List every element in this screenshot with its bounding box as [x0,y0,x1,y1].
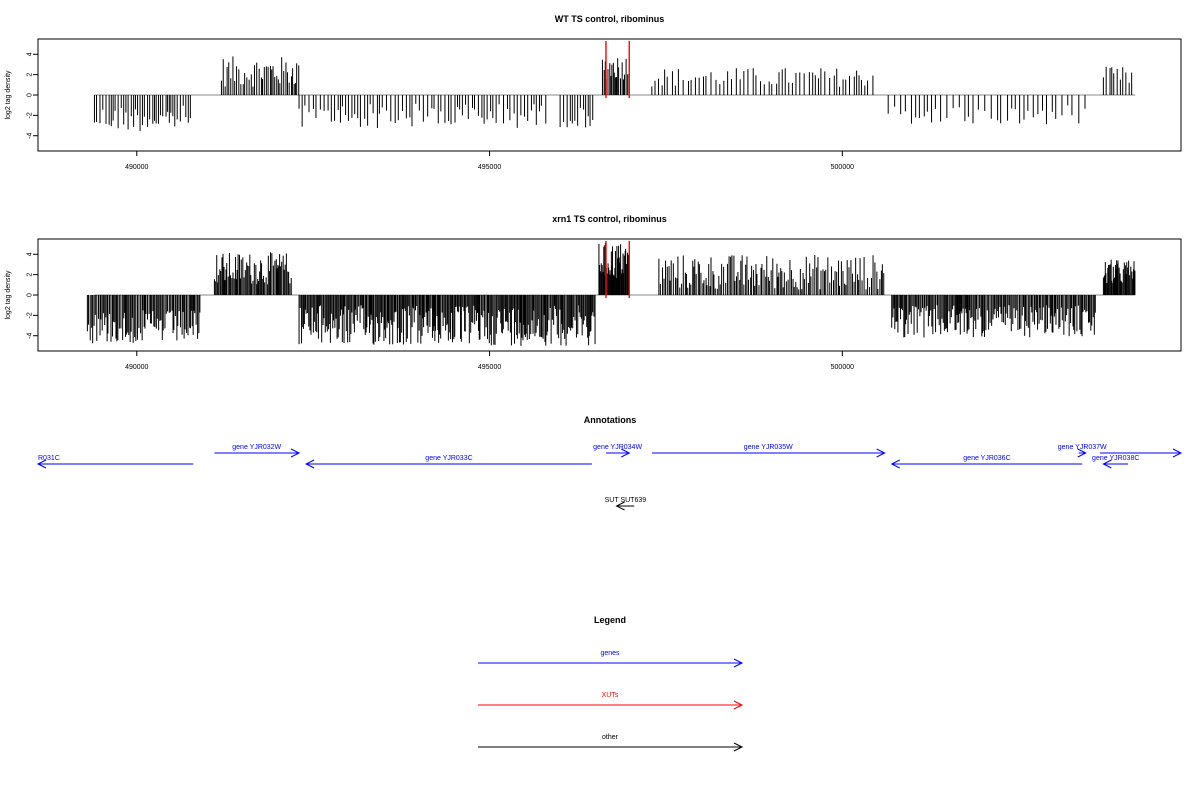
annotation-label: gene YJR036C [963,455,1010,462]
annotation-label: gene YJR033C [425,455,472,462]
annotation-arrow-head [615,501,625,511]
x-tick-label: 490000 [125,164,148,171]
legend-panel: Legend genes XUTs other [478,615,744,752]
y-tick-label: 4 [27,52,34,56]
y-tick-label: 2 [27,73,34,77]
legend-label: other [602,734,619,741]
annotation-arrow-head [304,459,315,469]
annotation-arrow-head [1077,448,1087,458]
x-tick-label: 495000 [478,164,501,171]
xrn1-panel: xrn1 TS control, ribominus log2 tag densi… [5,214,1182,371]
y-tick-label: 4 [27,252,34,256]
x-tick-label: 490000 [125,364,148,371]
annotation-label: R031C [38,455,60,462]
annotations-panel: Annotations R031C gene YJR032W gene YJR033C… [36,415,1183,511]
chart-title: WT TS control, ribominus [555,14,665,24]
wt-panel: WT TS control, ribominus log2 tag density… [5,14,1182,171]
annotation-arrow-head [890,459,900,469]
legend-label: XUTs [602,692,619,699]
y-tick-label: -4 [27,333,34,339]
annotation-label: gene YJR032W [232,444,281,451]
y-tick-label: -2 [27,112,34,118]
y-tick-label: -2 [27,312,34,318]
y-tick-label: 0 [27,93,34,97]
annotation-arrow-head [36,459,47,469]
annotation-arrow-head [1102,459,1112,469]
legend-arrow-head [733,658,744,668]
x-tick-label: 500000 [831,364,854,371]
y-tick-label: 2 [27,273,34,277]
annotation-arrow-head [290,448,301,458]
annotation-arrow-head [621,448,631,458]
annotation-arrow-head [876,448,886,458]
y-axis-label: log2 tag density [5,70,12,120]
annotation-arrow-head [1172,448,1183,458]
annotation-label: SUT SUT639 [605,497,647,504]
x-tick-label: 495000 [478,364,501,371]
annotation-label: gene YJR037W [1058,444,1107,451]
annotation-label: gene YJR034W [593,444,642,451]
legend-label: genes [600,650,620,657]
y-axis-label: log2 tag density [5,270,12,320]
legend-arrow-head [733,742,744,752]
annotations-title: Annotations [584,415,637,425]
y-tick-label: -4 [27,133,34,139]
annotation-label: gene YJR035W [744,444,793,451]
x-tick-label: 500000 [831,164,854,171]
annotation-label: gene YJR038C [1092,455,1139,462]
y-tick-label: 0 [27,293,34,297]
chart-title: xrn1 TS control, ribominus [552,214,667,224]
legend-title: Legend [594,615,626,625]
legend-arrow-head [733,700,744,710]
